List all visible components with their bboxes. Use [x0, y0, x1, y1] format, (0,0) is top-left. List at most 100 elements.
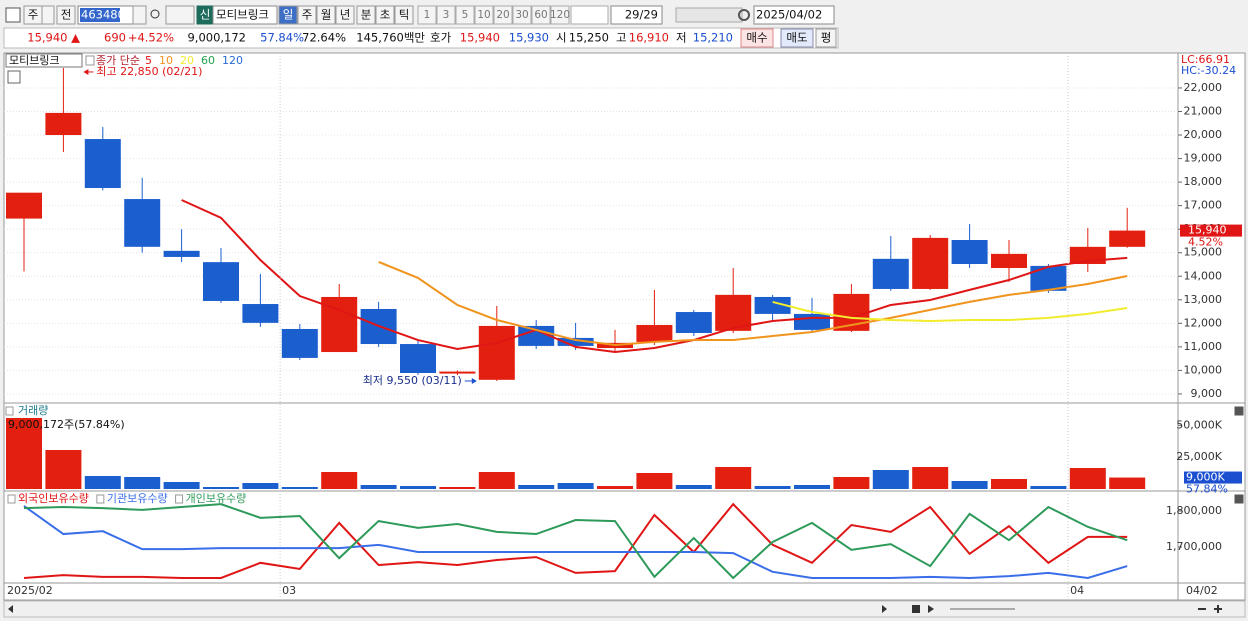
scrollbar[interactable]	[3, 600, 1246, 618]
volume-bar	[400, 485, 436, 489]
interval: 1	[424, 9, 431, 21]
volume-bar	[833, 476, 870, 489]
chart-title: 모티브링크	[9, 54, 60, 67]
buy-button[interactable]	[740, 28, 774, 48]
volume-bar	[715, 466, 752, 489]
volume-bar	[675, 485, 712, 489]
period-button[interactable]	[278, 5, 298, 25]
interval-button[interactable]	[531, 5, 551, 25]
play-button[interactable]	[928, 605, 934, 613]
x-tick-label: 2025/02	[7, 584, 53, 597]
date-field[interactable]	[753, 5, 835, 25]
volume-bar	[518, 485, 555, 489]
badge: 신	[200, 8, 211, 22]
y-tick-label: 21,000	[1184, 104, 1223, 117]
volume-bar	[1069, 468, 1106, 489]
last-date: 04/02	[1186, 584, 1218, 597]
interval: 3	[443, 9, 450, 21]
candle-body	[281, 328, 318, 358]
period-button[interactable]	[356, 5, 376, 25]
period-button[interactable]	[375, 5, 395, 25]
window-icon[interactable]	[5, 7, 21, 23]
y-tick-label: 1,800,000	[1166, 504, 1222, 517]
y-tick-label: 12,000	[1184, 316, 1223, 329]
period: 일	[283, 8, 294, 22]
count-field	[610, 5, 663, 25]
scroll-right[interactable]	[882, 605, 887, 613]
quote-bar	[3, 27, 839, 49]
close-panel[interactable]	[1234, 406, 1244, 416]
avg-button[interactable]	[815, 28, 837, 48]
x-tick-label: 04	[1070, 584, 1084, 597]
legend-icon	[175, 494, 184, 504]
moving-average	[181, 199, 1128, 354]
dropdown[interactable]	[41, 5, 55, 25]
candle-body	[6, 192, 42, 219]
scroll-left[interactable]	[8, 605, 13, 613]
interval-button[interactable]	[436, 5, 456, 25]
count: 29/29	[625, 8, 658, 22]
candle-body	[912, 237, 949, 289]
volume-bar	[84, 476, 121, 489]
y-tick-label: 25,000K	[1176, 450, 1222, 463]
legend-item: 120	[222, 54, 243, 67]
prev: 전	[61, 8, 72, 22]
candle-body	[715, 294, 752, 331]
settings-icon[interactable]	[738, 9, 750, 21]
quote-high-label: 고	[616, 31, 627, 45]
quote-turnover: 72.64%	[302, 31, 346, 45]
interval-button[interactable]	[417, 5, 437, 25]
candle-body	[439, 371, 476, 374]
interval: 20	[496, 9, 509, 21]
sound-button[interactable]	[165, 5, 195, 25]
candle-body	[794, 313, 830, 330]
interval-button[interactable]	[493, 5, 513, 25]
sell-button[interactable]	[780, 28, 814, 48]
indicator: HC:-30.24	[1181, 64, 1236, 77]
interval-button[interactable]	[550, 5, 570, 25]
interval: 120	[550, 9, 570, 21]
avg: 평	[821, 31, 832, 45]
close-panel[interactable]	[1234, 494, 1244, 504]
dropdown[interactable]	[570, 5, 609, 25]
volume-tag	[1184, 471, 1242, 484]
period-button[interactable]	[297, 5, 317, 25]
quote-price: 15,940 ▲	[27, 31, 80, 45]
volume-bar	[163, 482, 200, 489]
interval-button[interactable]	[455, 5, 475, 25]
period-button[interactable]	[316, 5, 336, 25]
tool-icons[interactable]	[675, 7, 743, 23]
holding-line	[23, 502, 1128, 579]
calc-icon[interactable]	[7, 70, 21, 84]
candle-body	[203, 262, 239, 301]
legend-icon	[7, 494, 16, 504]
holding-line	[23, 505, 1128, 579]
dropdown[interactable]	[132, 5, 147, 25]
y-tick-label: 1,700,000	[1166, 540, 1222, 553]
quote-volume-ratio: 57.84%	[260, 31, 304, 45]
annotation-arrow	[83, 68, 89, 75]
legend-item: 10	[159, 54, 173, 67]
y-tick-label: 14,000	[1184, 269, 1223, 282]
code-selection	[80, 8, 120, 22]
period: 초	[380, 8, 391, 22]
sell: 매도	[786, 31, 807, 45]
period-button[interactable]	[394, 5, 414, 25]
search-icon[interactable]	[150, 9, 160, 19]
stop-button[interactable]	[912, 605, 920, 613]
panel-title: 거래량	[18, 404, 48, 417]
interval: 10	[477, 9, 490, 21]
volume-bar	[991, 478, 1027, 489]
y-tick-label: 20,000	[1184, 128, 1223, 141]
period-button[interactable]	[335, 5, 355, 25]
candle-body	[163, 250, 200, 257]
change-tag-label: 4.52%	[1188, 236, 1223, 249]
interval-button[interactable]	[512, 5, 532, 25]
y-tick-label: 19,000	[1184, 152, 1223, 165]
volume-tag-pct: 57.84%	[1186, 483, 1228, 496]
prev-button[interactable]	[56, 5, 76, 25]
interval-button[interactable]	[474, 5, 494, 25]
volume-bar	[203, 487, 239, 489]
volume-bar	[794, 485, 830, 489]
